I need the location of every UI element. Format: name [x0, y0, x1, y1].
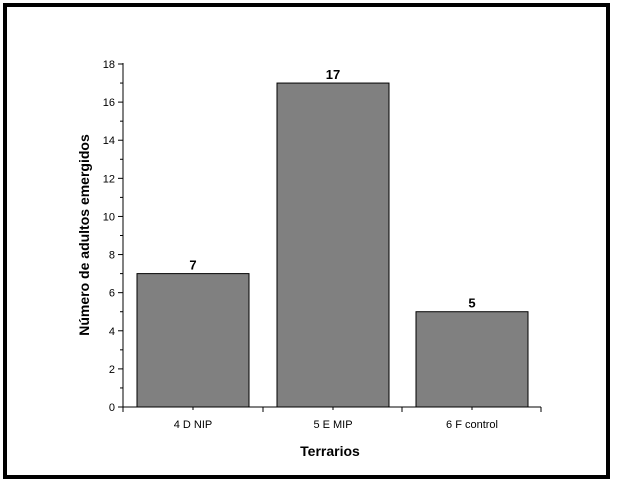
y-tick-label: 6 [109, 288, 115, 300]
bar [276, 82, 390, 408]
y-tick-label: 4 [109, 326, 115, 338]
bar [136, 273, 250, 408]
y-tick-label: 8 [109, 250, 115, 262]
data-label: 17 [326, 67, 340, 82]
data-label: 7 [189, 258, 196, 273]
y-axis-title: Número de adultos emergidos [76, 134, 92, 336]
x-axis-title: Terrarios [300, 443, 360, 459]
bars-group: 7 17 5 [136, 67, 529, 408]
x-tick-label: 6 F control [446, 419, 498, 431]
y-tick-label: 12 [103, 173, 115, 185]
bar [415, 311, 529, 408]
y-tick-label: 10 [103, 211, 115, 223]
data-label: 5 [468, 296, 475, 311]
y-tick-label: 14 [103, 135, 115, 147]
x-tick-label: 5 E MIP [313, 419, 352, 431]
axes-group: 4 D NIP 5 E MIP 6 F control 0 2 4 6 8 10 12 14 16 18 [103, 59, 542, 431]
y-tick-label: 16 [103, 97, 115, 109]
x-tick-label: 4 D NIP [174, 419, 213, 431]
y-tick-label: 18 [103, 59, 115, 71]
y-tick-label: 0 [109, 402, 115, 414]
y-tick-label: 2 [109, 364, 115, 376]
